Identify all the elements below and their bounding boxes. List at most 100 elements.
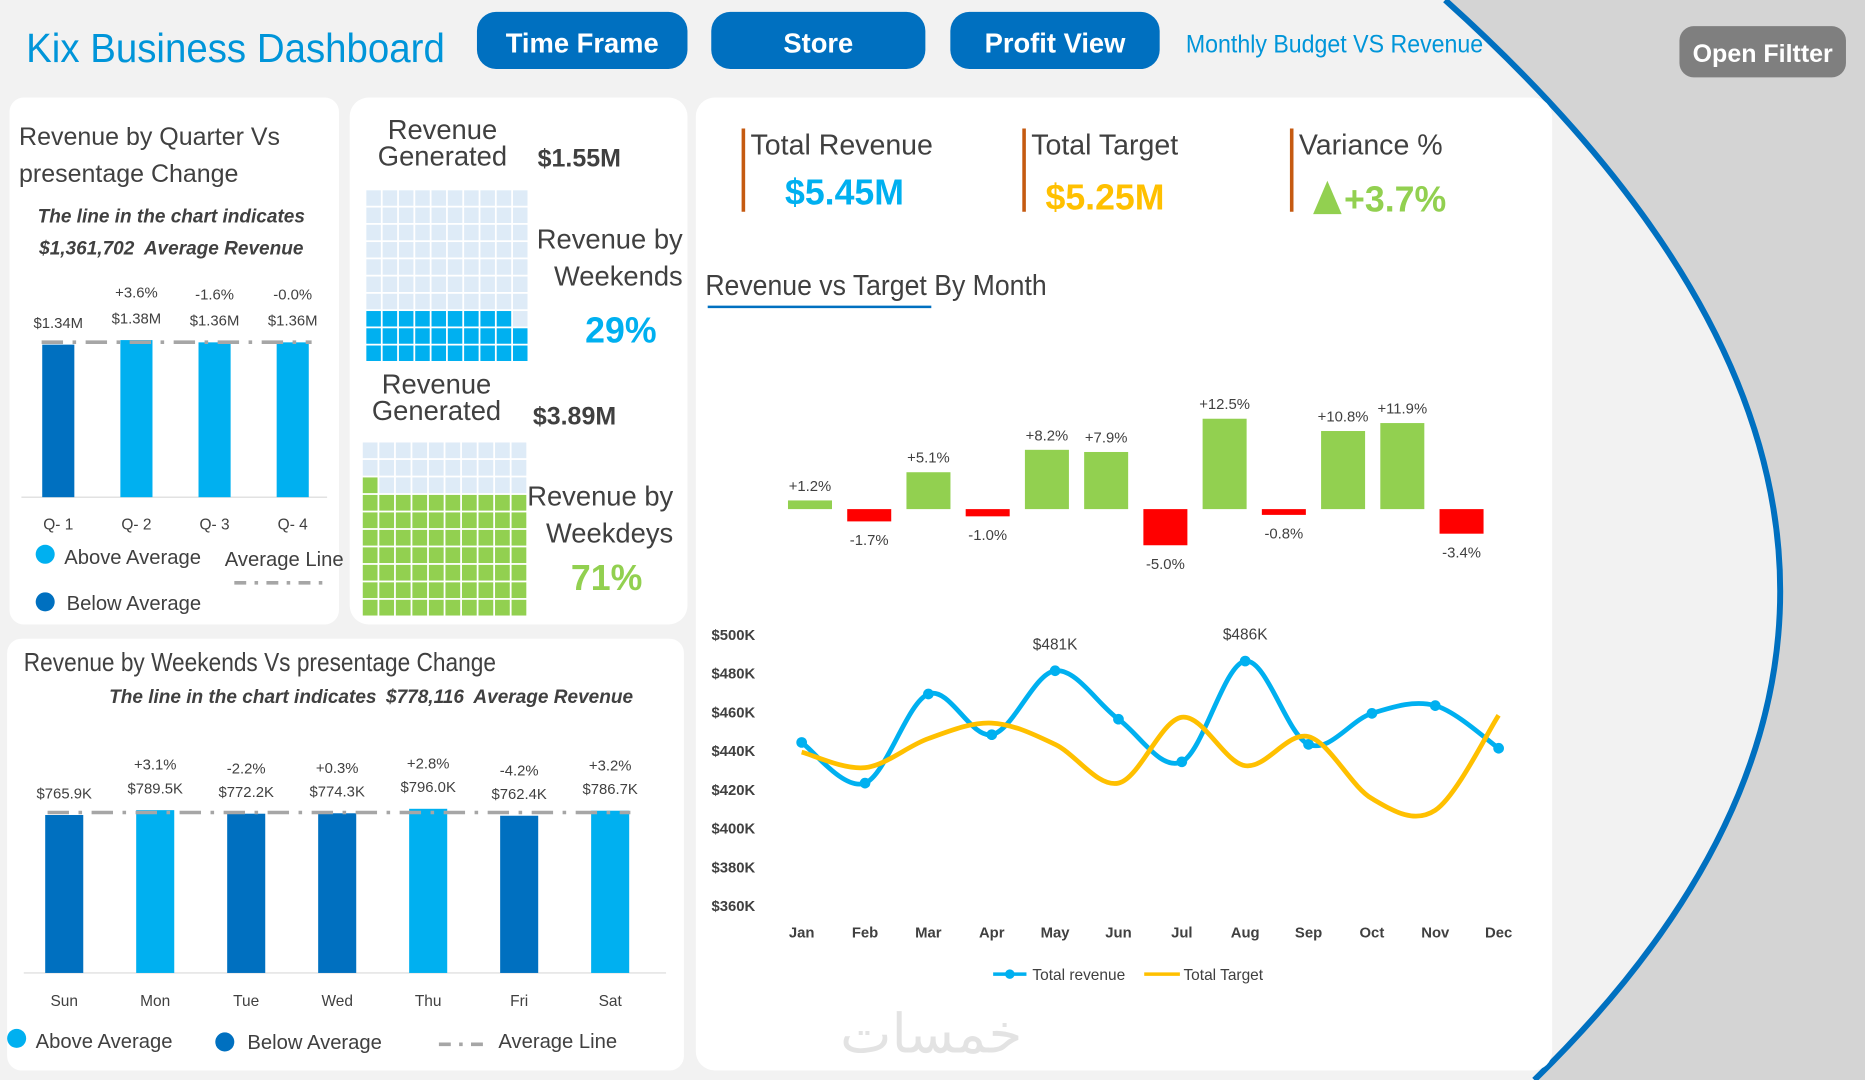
filter-button[interactable]	[1679, 26, 1846, 78]
waffle-cell	[480, 345, 495, 361]
chart-title: Revenue by Weekends Vs presentage Change	[24, 647, 496, 677]
filter-button-label[interactable]: Open Filtter	[1693, 40, 1833, 68]
chart-note: The line in the chart indicates	[109, 687, 376, 708]
data-label: -1.7%	[850, 533, 889, 549]
waffle-cell	[415, 345, 430, 361]
change-label: +3.6%	[115, 285, 158, 301]
waffle-empty-cell	[415, 224, 430, 241]
waffle-empty-cell	[464, 190, 479, 206]
data-point	[986, 729, 998, 741]
waffle-cell	[362, 512, 378, 529]
bar	[965, 509, 1010, 517]
waffle-cell	[461, 564, 477, 581]
data-label: $772.2K	[219, 785, 274, 801]
waffle-empty-cell	[366, 242, 381, 258]
waffle-empty-cell	[447, 276, 463, 293]
bar	[276, 342, 309, 498]
waffle-cell	[511, 494, 527, 511]
waffle-cell	[379, 494, 395, 511]
waffle-empty-cell	[362, 459, 378, 476]
data-label: $1.36M	[268, 314, 318, 330]
waffle-empty-cell	[366, 224, 381, 241]
waffle-cell	[447, 328, 463, 344]
waffle-cell	[445, 599, 461, 616]
waffle-cell	[461, 512, 477, 529]
waffle-cell	[362, 599, 378, 616]
waffle-amount: $1.55M	[538, 145, 621, 173]
data-label: +8.2%	[1026, 428, 1069, 444]
waffle-cell	[366, 311, 381, 327]
x-tick-label: Dec	[1485, 925, 1512, 941]
data-label: $789.5K	[128, 781, 183, 797]
bar	[1084, 451, 1129, 510]
waffle-cell	[495, 529, 510, 546]
waffle-empty-cell	[412, 459, 428, 476]
waffle-empty-cell	[511, 477, 527, 494]
nav-button-label[interactable]: Time Frame	[506, 27, 659, 58]
bar	[787, 500, 832, 510]
waffle-empty-cell	[464, 242, 479, 258]
waffle-empty-cell	[512, 242, 528, 258]
data-point	[1049, 665, 1061, 677]
nav-button-label[interactable]: Store	[783, 27, 853, 58]
waffle-cell	[461, 582, 477, 599]
x-tick-label: Apr	[979, 925, 1005, 941]
waffle-cell	[379, 529, 395, 546]
y-tick-label: $460K	[711, 705, 755, 721]
bar	[198, 342, 231, 498]
nav-button[interactable]	[711, 11, 926, 69]
waffle-empty-cell	[512, 224, 528, 241]
bar	[409, 808, 448, 973]
waffle-empty-cell	[415, 207, 430, 224]
y-tick-label: $500K	[711, 628, 755, 644]
x-tick-label: Oct	[1360, 925, 1385, 941]
nav-button-label[interactable]: Profit View	[985, 27, 1127, 58]
waffle-label: Revenue by Weekdeys	[527, 480, 674, 549]
data-label: $1.34M	[33, 316, 83, 332]
y-tick-label: $360K	[711, 899, 755, 915]
chart-note: The line in the chart indicates	[38, 206, 305, 227]
waffle-empty-cell	[431, 259, 447, 275]
waffle-empty-cell	[382, 259, 398, 275]
waffle-empty-cell	[412, 442, 428, 459]
data-point	[859, 777, 871, 789]
waffle-cell	[398, 328, 414, 344]
waffle-value: 29%	[585, 311, 656, 351]
waffle-cell	[478, 512, 494, 529]
data-point	[1429, 700, 1441, 711]
dashboard-title: Kix Business Dashboard	[26, 25, 445, 71]
waffle-empty-cell	[461, 459, 477, 476]
waffle-empty-cell	[428, 459, 444, 476]
average-label: $778,116	[385, 687, 464, 708]
waffle-cell	[445, 529, 461, 546]
waffle-empty-cell	[415, 259, 430, 275]
waffle-empty-cell	[478, 459, 494, 476]
nav-button[interactable]	[950, 11, 1160, 69]
data-label: $786.7K	[582, 782, 637, 798]
view-link[interactable]: Monthly Budget VS Revenue	[1186, 30, 1483, 58]
nav-button[interactable]	[476, 11, 688, 69]
waffle-empty-cell	[431, 293, 447, 310]
waffle-empty-cell	[461, 442, 477, 459]
waffle-cell	[428, 494, 444, 511]
waffle-cell	[428, 529, 444, 546]
data-label: $486K	[1223, 627, 1268, 644]
waffle-cell	[415, 311, 430, 327]
legend-swatch	[35, 544, 55, 564]
waffle-empty-cell	[464, 207, 479, 224]
x-tick-label: Feb	[852, 925, 878, 941]
waffle-cell	[431, 311, 447, 327]
waffle-empty-cell	[415, 242, 430, 258]
waffle-empty-cell	[495, 459, 510, 476]
waffle-cell	[412, 599, 428, 616]
legend-label: Below Average	[247, 1032, 382, 1054]
waffle-cell	[480, 311, 495, 327]
waffle-empty-cell	[366, 259, 381, 275]
waffle-cell	[445, 547, 461, 564]
waffle-empty-cell	[398, 224, 414, 241]
waffle-cell	[447, 345, 463, 361]
waffle-cell	[428, 599, 444, 616]
change-label: +3.1%	[134, 758, 177, 774]
panel	[9, 97, 339, 625]
waffle-cell	[480, 328, 495, 344]
